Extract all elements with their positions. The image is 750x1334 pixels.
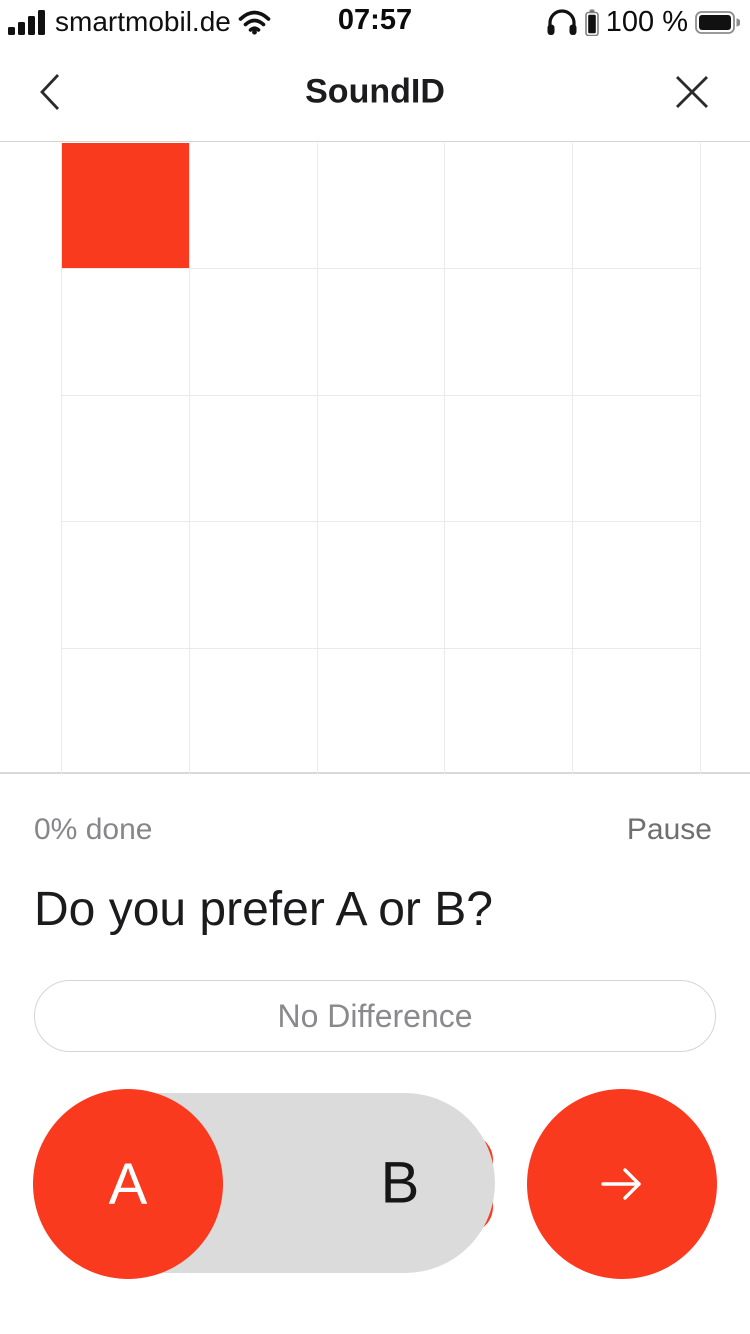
battery-icon — [695, 10, 740, 34]
grid-cell — [573, 143, 701, 270]
grid-cell — [573, 522, 701, 649]
grid-cell — [189, 269, 318, 396]
grid-cell — [62, 269, 190, 396]
chevron-left-icon — [40, 73, 60, 110]
status-bar: smartmobil.de 07:57 100 % — [0, 0, 750, 42]
grid-cell — [573, 395, 701, 523]
grid-cell — [317, 269, 446, 396]
progress-row: 0% done Pause — [34, 806, 712, 854]
grid-cell — [189, 143, 318, 270]
carrier-label: smartmobil.de — [55, 6, 231, 37]
option-b-label: B — [380, 1150, 420, 1216]
grid-cell — [317, 395, 446, 523]
no-difference-button[interactable]: No Difference — [34, 980, 716, 1052]
cellular-signal-icon — [8, 10, 45, 35]
grid-cell — [317, 522, 446, 649]
back-button[interactable] — [30, 64, 70, 120]
grid-cell — [445, 648, 574, 774]
status-bar-right: 100 % — [546, 6, 740, 39]
wifi-icon — [238, 10, 271, 35]
page-title: SoundID — [305, 72, 445, 110]
test-grid — [61, 143, 701, 774]
battery-percent-label: 100 % — [605, 5, 688, 38]
grid-cell — [317, 143, 446, 270]
grid-cell — [189, 522, 318, 649]
arrow-right-icon — [601, 1168, 641, 1200]
grid-cell — [573, 648, 701, 774]
progress-label: 0% done — [34, 813, 153, 846]
grid-cell — [62, 395, 190, 523]
pause-button[interactable]: Pause — [626, 813, 712, 846]
grid-cell — [445, 269, 574, 396]
close-button[interactable] — [666, 66, 718, 118]
grid-cell — [62, 143, 190, 270]
clock: 07:57 — [337, 4, 413, 36]
grid-cell — [62, 648, 190, 774]
nav-bar: SoundID — [0, 42, 750, 142]
next-button[interactable] — [527, 1089, 717, 1279]
close-icon — [676, 75, 708, 108]
grid-cell — [189, 395, 318, 523]
option-a-button[interactable]: A — [33, 1089, 223, 1279]
grid-cell — [190, 648, 318, 774]
grid-cell — [445, 522, 574, 649]
grid-cell — [445, 395, 574, 523]
ab-controls: B A — [0, 1080, 750, 1290]
status-bar-left: smartmobil.de — [8, 6, 271, 38]
test-progress-grid-section — [0, 143, 750, 774]
grid-cell — [573, 269, 701, 396]
grid-cell — [445, 143, 574, 270]
grid-cell — [62, 522, 190, 649]
headphones-icon — [547, 8, 577, 35]
grid-cell — [318, 648, 446, 774]
question-title: Do you prefer A or B? — [34, 883, 493, 936]
option-a-label: A — [108, 1151, 148, 1217]
headphone-battery-icon — [584, 9, 599, 36]
